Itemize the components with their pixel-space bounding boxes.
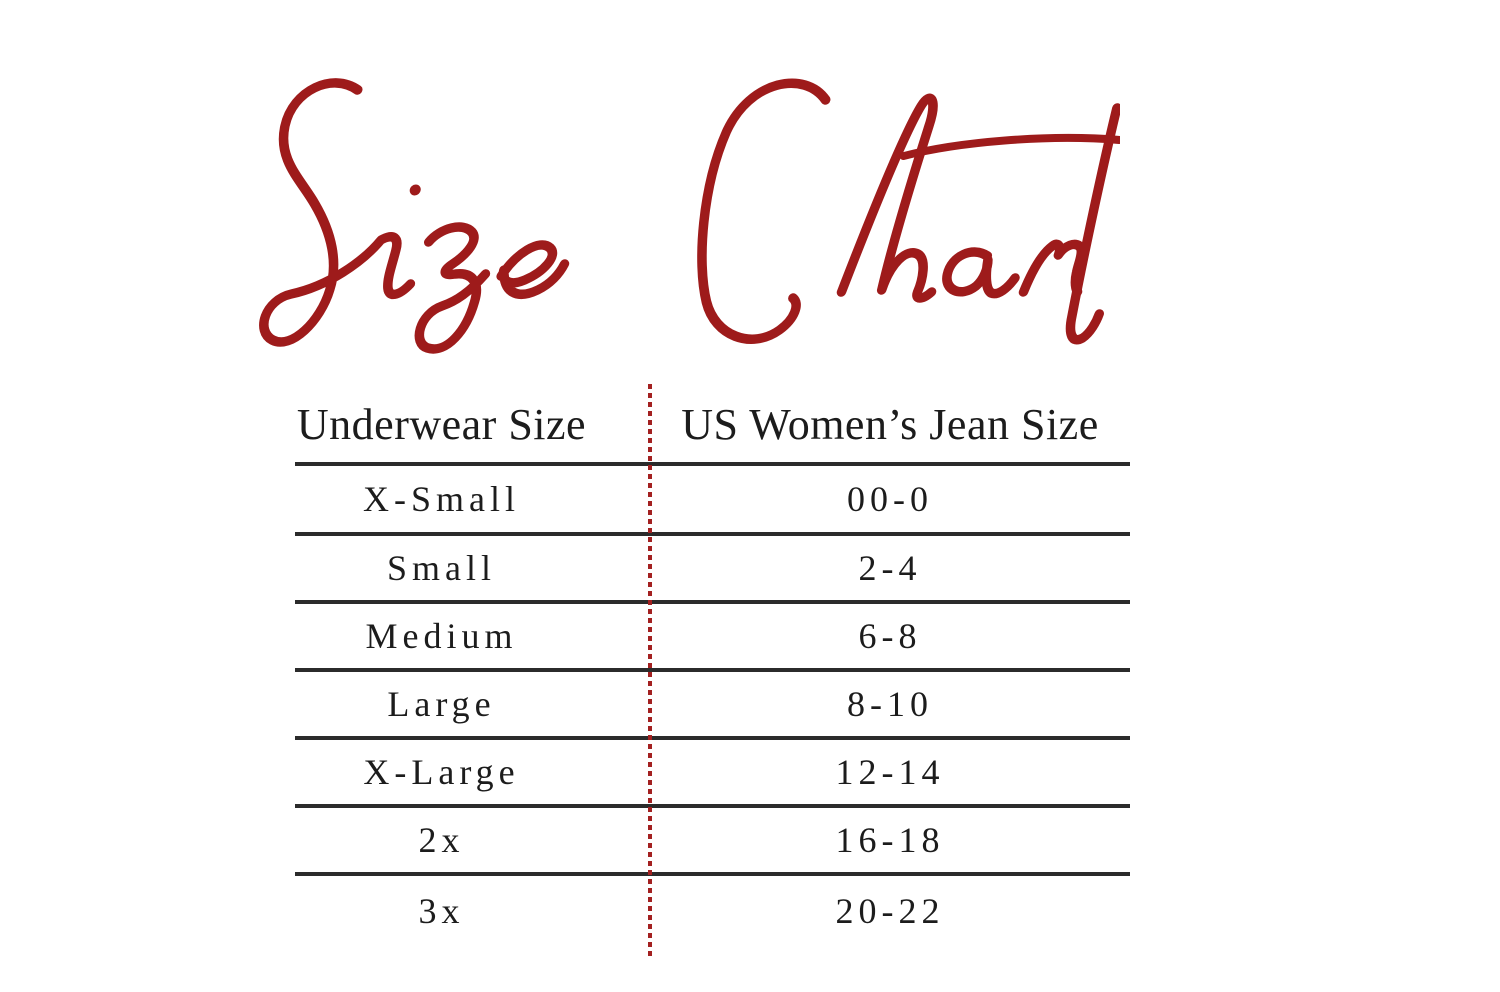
size-cell: Small bbox=[295, 536, 650, 600]
table-row: 2x 16-18 bbox=[295, 808, 1130, 876]
size-cell: Medium bbox=[295, 604, 650, 668]
size-cell: 3x bbox=[295, 876, 650, 946]
script-letter-z bbox=[414, 222, 491, 354]
underwear-size-value: 3x bbox=[418, 891, 465, 931]
script-letter-h bbox=[836, 93, 938, 303]
underwear-size-value: X-Large bbox=[363, 752, 520, 792]
underwear-size-value: 2x bbox=[418, 820, 465, 860]
jean-size-value: 8-10 bbox=[847, 684, 933, 724]
table-row: Small 2-4 bbox=[295, 536, 1130, 604]
jean-cell: 6-8 bbox=[650, 604, 1130, 668]
underwear-size-value: Medium bbox=[365, 616, 518, 656]
header-cell-jean-size: US Women’s Jean Size bbox=[650, 386, 1130, 462]
size-cell: X-Small bbox=[295, 466, 650, 532]
column-header-underwear-size: Underwear Size bbox=[296, 399, 587, 449]
table-row: X-Small 00-0 bbox=[295, 466, 1130, 536]
script-letter-t-stem bbox=[1065, 103, 1120, 345]
jean-cell: 20-22 bbox=[650, 876, 1130, 946]
title-stroke-group bbox=[259, 78, 1120, 354]
jean-size-value: 16-18 bbox=[835, 820, 945, 860]
script-letter-Si bbox=[259, 78, 416, 347]
jean-cell: 16-18 bbox=[650, 808, 1130, 872]
table-row: Large 8-10 bbox=[295, 672, 1130, 740]
size-cell: 2x bbox=[295, 808, 650, 872]
underwear-size-value: X-Small bbox=[363, 479, 520, 519]
column-divider-dotted-line bbox=[648, 384, 652, 958]
jean-size-value: 2-4 bbox=[858, 548, 922, 588]
script-letter-t-crossbar bbox=[899, 134, 1120, 160]
jean-cell: 12-14 bbox=[650, 740, 1130, 804]
jean-size-value: 00-0 bbox=[847, 479, 933, 519]
page-title-script bbox=[259, 78, 1120, 354]
i-dot bbox=[409, 184, 421, 196]
underwear-size-value: Small bbox=[386, 548, 496, 588]
size-cell: Large bbox=[295, 672, 650, 736]
jean-cell: 00-0 bbox=[650, 466, 1130, 532]
script-letter-e bbox=[496, 240, 570, 299]
jean-size-value: 6-8 bbox=[858, 616, 922, 656]
size-chart-table: Underwear Size US Women’s Jean Size X-Sm… bbox=[295, 384, 1130, 958]
table-header-row: Underwear Size US Women’s Jean Size bbox=[295, 386, 1130, 466]
script-letter-a bbox=[942, 247, 1020, 299]
size-cell: X-Large bbox=[295, 740, 650, 804]
jean-cell: 2-4 bbox=[650, 536, 1130, 600]
script-letter-C bbox=[697, 78, 831, 344]
underwear-size-value: Large bbox=[387, 684, 496, 724]
table-row: 3x 20-22 bbox=[295, 876, 1130, 946]
jean-size-value: 20-22 bbox=[835, 891, 945, 931]
header-cell-underwear-size: Underwear Size bbox=[295, 386, 650, 462]
table-row: Medium 6-8 bbox=[295, 604, 1130, 672]
table-row: X-Large 12-14 bbox=[295, 740, 1130, 808]
column-header-jean-size: US Women’s Jean Size bbox=[681, 399, 1099, 449]
jean-cell: 8-10 bbox=[650, 672, 1130, 736]
jean-size-value: 12-14 bbox=[835, 752, 945, 792]
